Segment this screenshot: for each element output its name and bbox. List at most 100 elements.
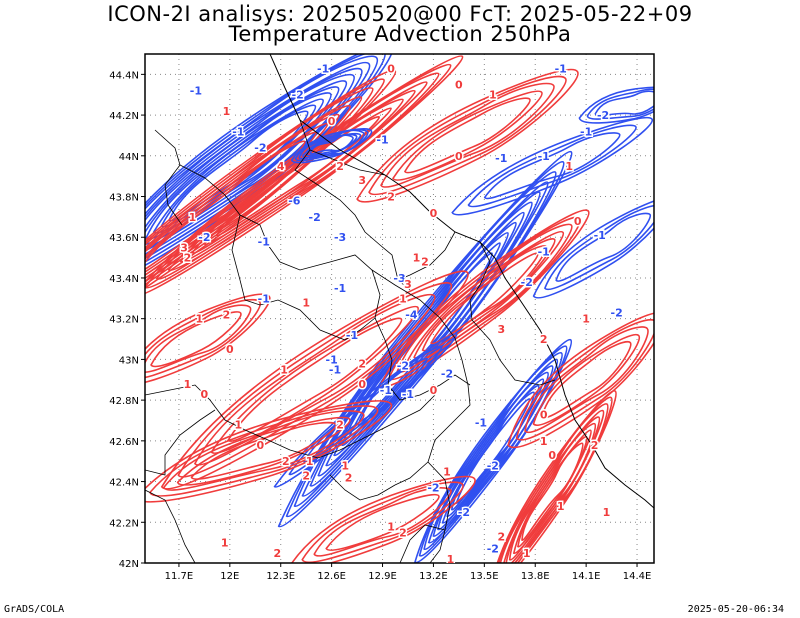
region-border [329, 461, 429, 501]
positive-contour [145, 96, 363, 318]
contour-label: 0 [226, 343, 234, 356]
negative-contour [543, 204, 654, 291]
positive-contour [145, 293, 271, 386]
contour-label: 2 [223, 309, 231, 322]
contour-label: 1 [413, 252, 421, 265]
y-tick-label: 42N [119, 559, 139, 570]
contour-label: -1 [555, 62, 567, 75]
y-tick-label: 43.4N [109, 274, 139, 285]
negative-contour [145, 86, 340, 246]
positive-contour [507, 311, 654, 448]
contour-label: -2 [597, 109, 609, 122]
positive-contour [203, 107, 392, 245]
contour-label: 0 [358, 378, 366, 391]
positive-contour [521, 442, 584, 541]
contour-label: 1 [582, 313, 590, 326]
negative-contour [594, 90, 654, 117]
contour-label: 2 [387, 191, 395, 204]
contour-label: 2 [274, 547, 282, 560]
positive-contour [492, 396, 613, 563]
region-border [371, 269, 471, 401]
x-tick-label: 14.1E [572, 571, 601, 582]
negative-contour [152, 98, 324, 234]
negative-contour [285, 161, 565, 517]
contour-label: -2 [254, 142, 266, 155]
contour-label: -4 [405, 309, 418, 322]
region-borders [145, 54, 654, 563]
positive-contour [145, 63, 452, 289]
positive-contour [413, 238, 556, 359]
region-border [145, 384, 436, 459]
contour-label: 0 [574, 215, 582, 228]
positive-contour [145, 400, 393, 503]
contour-label: 4 [277, 160, 285, 173]
contour-label: 1 [523, 547, 531, 560]
negative-contour [446, 385, 540, 518]
contour-label: -2 [397, 360, 409, 373]
negative-contour [145, 67, 363, 265]
contour-label: 0 [201, 388, 209, 401]
contour-label: 3 [358, 174, 366, 187]
contour-label: -2 [487, 543, 499, 556]
contour-label: 1 [189, 211, 197, 224]
positive-contour [149, 405, 379, 497]
contour-label: -1 [317, 62, 329, 75]
negative-contour [586, 88, 654, 120]
contour-label: -1 [402, 388, 414, 401]
contour-label: -2 [458, 506, 470, 519]
contour-label: 2 [302, 469, 310, 482]
contour-label: -2 [521, 276, 533, 289]
contour-label: 2 [358, 357, 366, 370]
contour-label: 2 [184, 252, 192, 265]
contour-label: 1 [221, 537, 229, 550]
positive-contour [162, 410, 365, 491]
contour-label: 0 [387, 62, 395, 75]
contour-label: 3 [180, 241, 188, 254]
negative-contour [532, 196, 654, 299]
contour-label: 2 [399, 526, 407, 539]
contour-label: -1 [475, 417, 487, 430]
positive-contour [215, 116, 380, 237]
contour-label: 1 [184, 378, 192, 391]
positive-contour [404, 230, 564, 366]
contour-label: 1 [565, 160, 573, 173]
contour-label: 0 [257, 439, 265, 452]
positive-contour [160, 270, 469, 490]
contour-label: -1 [380, 384, 392, 397]
contour-label: 2 [540, 333, 548, 346]
contour-label: 2 [345, 471, 353, 484]
negative-contour [303, 357, 428, 463]
contour-label: -1 [258, 235, 270, 248]
x-tick-label: 12.3E [266, 571, 295, 582]
y-tick-label: 44.2N [109, 111, 139, 122]
chart-title: ICON-2I analisys: 20250520@00 FcT: 2025-… [107, 2, 693, 26]
contour-label: 1 [540, 435, 548, 448]
positive-contour [167, 81, 428, 272]
contour-label: 1 [195, 313, 203, 326]
x-tick-label: 13.2E [419, 571, 448, 582]
contour-label: 3 [497, 323, 505, 336]
contour-label: -1 [329, 364, 341, 377]
y-axis-ticks: 42N 42.2N 42.4N 42.6N 42.8N 43N 43.2N 43.4N 43.6… [109, 70, 145, 570]
contour-label: 1 [234, 419, 242, 432]
negative-contour [309, 134, 354, 155]
contour-lines [145, 54, 654, 563]
contour-label: -1 [594, 229, 606, 242]
render-timestamp: 2025-05-20-06:34 [687, 604, 784, 615]
contour-label: 1 [306, 455, 314, 468]
negative-contour [455, 398, 531, 504]
contour-label: 1 [557, 500, 565, 513]
positive-contour [325, 493, 440, 551]
x-tick-label: 12.9E [368, 571, 397, 582]
contour-label: 1 [603, 506, 611, 519]
contour-label: -1 [334, 282, 346, 295]
positive-contour [403, 97, 531, 174]
region-border [145, 489, 196, 563]
y-tick-label: 42.6N [109, 437, 139, 448]
positive-contour [313, 486, 452, 557]
negative-contour [432, 365, 554, 537]
y-tick-label: 44.4N [109, 70, 139, 81]
contour-label: -1 [232, 125, 244, 138]
contour-label: 2 [336, 419, 344, 432]
